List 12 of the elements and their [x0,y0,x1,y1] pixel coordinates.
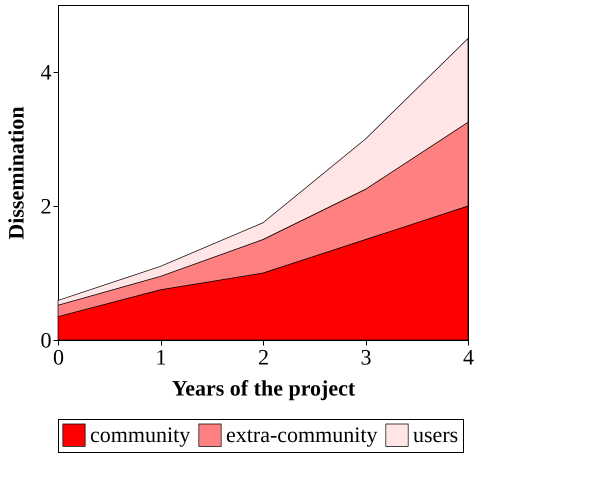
y-axis-title: Dissemination [4,106,28,240]
x-axis-title: Years of the project [172,376,356,400]
y-tick-label: 4 [40,60,52,84]
y-tick-label: 2 [40,194,52,218]
legend-label: users [413,422,458,448]
x-tick-label: 3 [360,344,372,370]
x-tick-label: 4 [463,344,474,370]
x-tick-label: 1 [156,344,166,370]
legend-label: extra-community [226,422,378,448]
x-tick-label: 2 [258,344,269,370]
legend-label: community [90,422,190,448]
y-tick-label: 0 [40,328,52,352]
